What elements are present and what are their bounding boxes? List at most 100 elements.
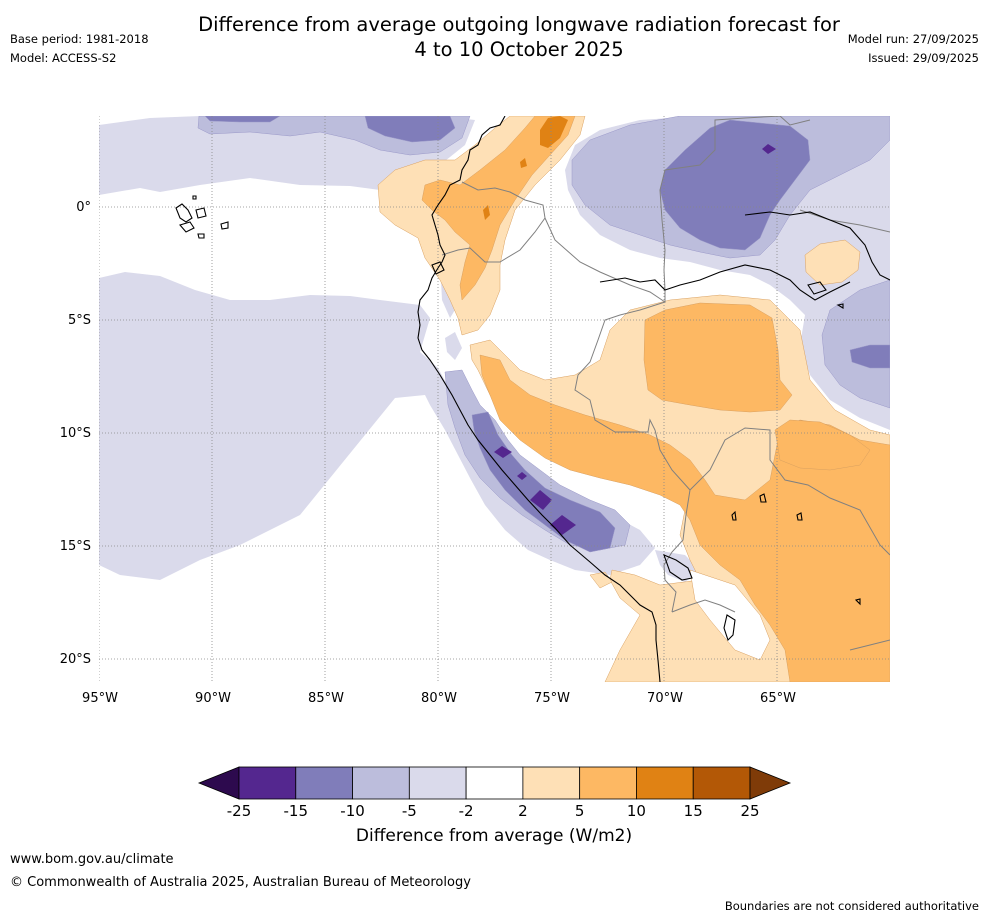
border-chile-bolivia xyxy=(671,599,736,613)
orange-core-1 xyxy=(540,116,568,148)
lat-label-5s: 5°S xyxy=(68,313,91,328)
central-light-orange xyxy=(643,302,793,413)
ne-mid-purple xyxy=(659,119,811,251)
coast-light-purple xyxy=(444,369,631,551)
colorbar-tick-label: -2 xyxy=(459,802,474,820)
model-name: Model: ACCESS-S2 xyxy=(10,51,117,65)
coast-caribbean-north xyxy=(744,211,890,281)
colorbar-bin xyxy=(465,766,524,800)
border-peru-bolivia xyxy=(663,489,691,613)
south-pale-purple xyxy=(655,550,700,582)
lake-small-4 xyxy=(854,598,861,606)
colorbar-tick-label: -10 xyxy=(340,802,365,820)
lon-labels: 95°W 90°W 85°W 80°W 75°W 70°W 65°W xyxy=(82,691,796,706)
east-light-purple xyxy=(821,279,890,409)
lake-small-3 xyxy=(796,512,803,521)
disclaimer: Boundaries are not considered authoritat… xyxy=(724,899,979,913)
dark-purple-core-5 xyxy=(517,472,527,480)
title-line-2: 4 to 10 October 2025 xyxy=(414,38,624,61)
border-colombia-ecuador xyxy=(441,181,546,263)
lake-small-2 xyxy=(759,493,767,503)
colorbar-bin xyxy=(692,766,751,800)
colorbar-extend-low xyxy=(197,766,240,800)
lon-label-70w: 70°W xyxy=(647,691,683,706)
border-peru-brazil-colombia xyxy=(544,217,666,303)
website-url[interactable]: www.bom.gov.au/climate xyxy=(10,852,174,867)
marajo-island xyxy=(807,281,827,295)
border-bolivia-brazil xyxy=(689,427,890,556)
meta-left: Base period: 1981-2018 Model: ACCESS-S2 xyxy=(10,30,149,68)
north-mid-purple xyxy=(364,116,456,143)
east-light-orange xyxy=(774,419,871,471)
south-pale-orange-hole xyxy=(689,569,771,661)
border-east xyxy=(799,209,890,233)
galapagos-3 xyxy=(195,207,207,219)
ne-pale-orange-blob xyxy=(804,239,861,286)
lon-label-85w: 85°W xyxy=(308,691,344,706)
colorbar-bin xyxy=(352,766,410,800)
galapagos-4 xyxy=(220,221,229,230)
coast-pale-purple-2 xyxy=(445,332,462,360)
lat-label-15s: 15°S xyxy=(60,539,91,554)
galapagos-2 xyxy=(179,221,195,233)
orange-core-3 xyxy=(520,158,527,168)
colorbar-tick-label: -25 xyxy=(227,802,252,820)
colorbar-bin xyxy=(522,766,581,800)
colorbar-label: Difference from average (W/m2) xyxy=(355,826,633,846)
lake-titicaca xyxy=(663,554,693,581)
border-bolivia-paraguay xyxy=(849,639,890,651)
colorbar-tick-label: 2 xyxy=(518,802,528,820)
lon-label-90w: 90°W xyxy=(195,691,231,706)
colorbar-bin xyxy=(238,766,297,800)
colorbar-tick-label: 25 xyxy=(740,802,759,820)
lat-label-10s: 10°S xyxy=(60,426,91,441)
anomaly-orange xyxy=(483,116,568,220)
colorbar-tick-label: -5 xyxy=(402,802,417,820)
dark-purple-core-3 xyxy=(494,446,512,458)
colorbar-tick-label: 15 xyxy=(684,802,703,820)
colorbar-extend-high xyxy=(749,766,792,800)
island-bit-2 xyxy=(836,303,844,309)
islet-pale-purple xyxy=(180,425,205,440)
lake-poopo xyxy=(723,614,736,642)
title-line-1: Difference from average outgoing longwav… xyxy=(198,13,840,36)
lon-label-80w: 80°W xyxy=(421,691,457,706)
dark-purple-core-1 xyxy=(530,490,552,510)
grid-lines xyxy=(99,116,890,682)
galapagos-5 xyxy=(197,233,205,239)
copyright: © Commonwealth of Australia 2025, Austra… xyxy=(10,875,471,890)
page-title: Difference from average outgoing longwav… xyxy=(0,12,988,62)
meta-right: Model run: 27/09/2025 Issued: 29/09/2025 xyxy=(848,30,979,68)
model-run: Model run: 27/09/2025 xyxy=(847,32,979,46)
colorbar-tick-label: 5 xyxy=(575,802,585,820)
colorbar-ticks: -25 -15 -10 -5 -2 2 5 10 15 25 xyxy=(227,802,760,820)
lat-label-0: 0° xyxy=(76,200,91,215)
east-mid-purple xyxy=(849,344,890,369)
colorbar-bin xyxy=(579,766,637,800)
coastlines xyxy=(175,116,890,682)
map-area xyxy=(99,116,890,682)
anomaly-mid-purple xyxy=(204,116,890,553)
colorbar-bin xyxy=(408,766,467,800)
border-peru-brazil xyxy=(574,301,691,491)
anomaly-light-orange xyxy=(421,116,890,682)
base-period: Base period: 1981-2018 xyxy=(10,32,149,46)
lat-labels: 0° 5°S 10°S 15°S 20°S xyxy=(60,200,91,667)
coast-amazon-delta xyxy=(599,264,851,301)
lake-small-1 xyxy=(731,510,737,521)
galapagos-6 xyxy=(192,195,197,200)
north-mid-purple-2 xyxy=(204,116,281,123)
issued-date: Issued: 29/09/2025 xyxy=(868,51,979,65)
colorbar xyxy=(197,766,792,800)
lon-label-65w: 65°W xyxy=(760,691,796,706)
colorbar-tick-label: -15 xyxy=(284,802,309,820)
north-light-orange xyxy=(421,116,576,301)
colorbar-bin xyxy=(636,766,694,800)
lon-label-75w: 75°W xyxy=(534,691,570,706)
lon-label-95w: 95°W xyxy=(82,691,118,706)
galapagos-1 xyxy=(175,203,193,223)
orange-core-2 xyxy=(483,205,490,220)
colorbar-tick-label: 10 xyxy=(627,802,646,820)
lat-label-20s: 20°S xyxy=(60,652,91,667)
